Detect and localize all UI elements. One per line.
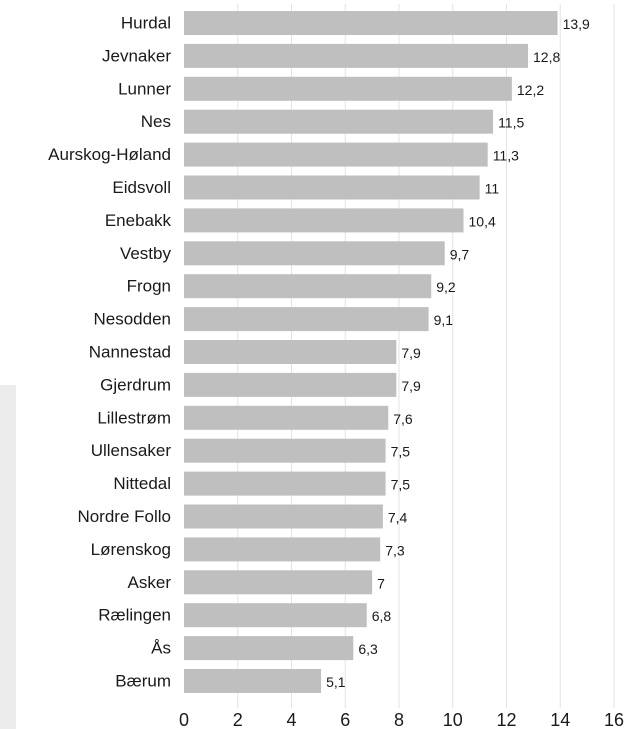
value-label-13: 7,5 (391, 444, 411, 460)
value-label-19: 6,3 (358, 641, 378, 657)
bars (184, 11, 558, 693)
value-label-3: 11,5 (498, 115, 524, 131)
category-label-16: Lørenskog (91, 540, 171, 559)
bar-17 (184, 570, 373, 595)
x-tick-label-6: 6 (340, 710, 350, 729)
value-label-20: 5,1 (326, 674, 346, 690)
value-label-17: 7 (377, 575, 385, 591)
bar-20 (184, 669, 322, 693)
category-label-3: Nes (141, 112, 171, 131)
x-tick-label-16: 16 (604, 710, 624, 729)
value-label-16: 7,3 (385, 542, 405, 558)
bar-9 (184, 307, 429, 332)
bar-2 (184, 76, 512, 101)
x-tick-label-0: 0 (179, 710, 189, 729)
category-label-5: Eidsvoll (112, 178, 171, 197)
value-label-7: 9,7 (450, 246, 470, 262)
bar-6 (184, 208, 464, 233)
value-label-1: 12,8 (533, 49, 560, 65)
category-label-6: Enebakk (105, 211, 172, 230)
side-panel (0, 385, 16, 729)
category-label-15: Nordre Follo (77, 507, 171, 526)
bar-4 (184, 142, 488, 167)
value-label-2: 12,2 (517, 82, 544, 98)
x-tick-label-2: 2 (233, 710, 243, 729)
value-label-9: 9,1 (434, 312, 454, 328)
bar-14 (184, 471, 386, 496)
value-label-4: 11,3 (493, 148, 519, 164)
value-label-18: 6,8 (372, 608, 392, 624)
bar-11 (184, 372, 397, 397)
value-label-5: 11 (485, 181, 500, 197)
category-label-7: Vestby (120, 244, 172, 263)
bar-15 (184, 504, 383, 529)
value-label-0: 13,9 (563, 16, 590, 32)
category-label-17: Asker (128, 573, 172, 592)
bar-10 (184, 340, 397, 364)
value-labels: 13,9 12,8 12,2 11,5 11,3 11 10,4 9,7 9,2 9,1 7,9 7,… (326, 16, 590, 690)
category-labels: Hurdal Jevnaker Lunner Nes Aurskog-Høland Eid… (48, 14, 171, 691)
bar-13 (184, 438, 386, 463)
bar-12 (184, 405, 389, 430)
value-label-8: 9,2 (436, 279, 456, 295)
category-label-10: Nannestad (89, 343, 171, 362)
category-label-14: Nittedal (113, 474, 171, 493)
category-label-13: Ullensaker (91, 441, 172, 460)
category-label-20: Bærum (115, 672, 171, 691)
value-label-12: 7,6 (393, 411, 413, 427)
x-tick-label-10: 10 (443, 710, 463, 729)
x-tick-label-4: 4 (286, 710, 296, 729)
category-label-11: Gjerdrum (100, 375, 171, 394)
bar-7 (184, 241, 445, 266)
bar-5 (184, 175, 480, 200)
x-tick-label-12: 12 (496, 710, 516, 729)
bar-18 (184, 603, 367, 628)
value-label-10: 7,9 (401, 345, 421, 361)
value-label-15: 7,4 (388, 510, 408, 526)
bar-1 (184, 43, 528, 68)
value-label-6: 10,4 (469, 213, 496, 229)
bar-3 (184, 109, 494, 134)
category-label-1: Jevnaker (102, 46, 171, 65)
category-label-9: Nesodden (93, 310, 171, 329)
category-label-8: Frogn (127, 277, 171, 296)
category-label-2: Lunner (118, 79, 171, 98)
x-tick-label-8: 8 (394, 710, 404, 729)
value-label-14: 7,5 (391, 477, 411, 493)
category-label-12: Lillestrøm (97, 408, 171, 427)
value-label-11: 7,9 (401, 378, 421, 394)
x-tick-label-14: 14 (550, 710, 570, 729)
x-axis-ticks: 0 2 4 6 8 10 12 14 16 (179, 710, 624, 729)
category-label-18: Rælingen (98, 606, 171, 625)
bar-19 (184, 636, 354, 661)
category-label-4: Aurskog-Høland (48, 145, 171, 164)
category-label-19: Ås (151, 639, 171, 658)
bar-8 (184, 274, 432, 299)
bar-0 (184, 11, 558, 35)
bar-16 (184, 537, 381, 562)
category-label-0: Hurdal (121, 14, 171, 33)
